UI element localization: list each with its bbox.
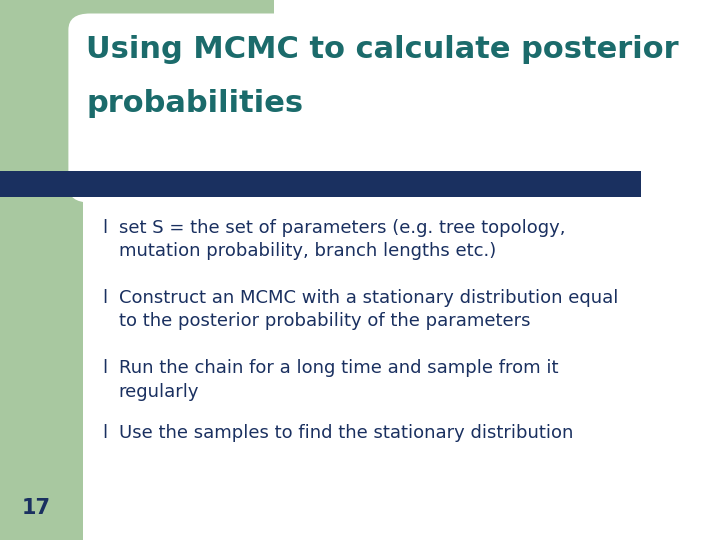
Text: probabilities: probabilities — [86, 89, 304, 118]
Text: Construct an MCMC with a stationary distribution equal
to the posterior probabil: Construct an MCMC with a stationary dist… — [119, 289, 618, 330]
Text: l: l — [102, 359, 107, 377]
Text: 17: 17 — [22, 498, 50, 518]
Text: l: l — [102, 289, 107, 307]
Bar — [0, 171, 641, 197]
Bar — [83, 0, 274, 151]
Text: Using MCMC to calculate posterior: Using MCMC to calculate posterior — [86, 35, 679, 64]
Text: l: l — [102, 219, 107, 237]
Text: Run the chain for a long time and sample from it
regularly: Run the chain for a long time and sample… — [119, 359, 558, 401]
Text: set S = the set of parameters (e.g. tree topology,
mutation probability, branch : set S = the set of parameters (e.g. tree… — [119, 219, 565, 260]
FancyBboxPatch shape — [68, 14, 720, 202]
Bar — [0, 0, 83, 540]
Text: l: l — [102, 424, 107, 442]
Text: Use the samples to find the stationary distribution: Use the samples to find the stationary d… — [119, 424, 573, 442]
